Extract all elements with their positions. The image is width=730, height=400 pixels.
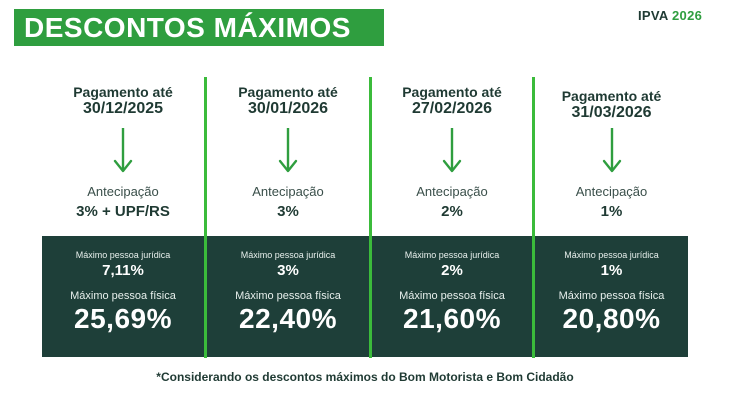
anticipation-value: 3% + UPF/RS (76, 203, 170, 220)
anticipation-label: Antecipação (416, 184, 488, 199)
payment-column: Pagamento até 30/12/2025 Antecipação 3% … (42, 0, 204, 400)
ipva-year: 2026 (672, 8, 703, 23)
ipva-badge: IPVA 2026 (638, 8, 702, 23)
footnote: *Considerando os descontos máximos do Bo… (156, 370, 574, 384)
pj-label: Máximo pessoa jurídica (404, 250, 500, 260)
page-title-banner: DESCONTOS MÁXIMOS (14, 9, 384, 46)
pf-label: Máximo pessoa física (558, 290, 665, 302)
arrow-down-icon (602, 128, 621, 173)
pj-value: 3% (277, 262, 299, 279)
column-divider (532, 77, 535, 358)
arrow-down-icon (442, 128, 462, 173)
pf-value: 20,80% (562, 303, 661, 334)
payment-column: Pagamento até 30/01/2026 Antecipação 3% … (207, 0, 369, 400)
arrow-down-icon (113, 128, 133, 173)
payment-date: 30/12/2025 (82, 100, 164, 117)
pj-label: Máximo pessoa jurídica (240, 250, 336, 260)
payment-date: 30/01/2026 (247, 100, 329, 117)
payment-column: Pagamento até 27/02/2026 Antecipação 2% … (372, 0, 532, 400)
anticipation-label: Antecipação (252, 184, 324, 199)
pf-value: 25,69% (74, 303, 172, 334)
pj-value: 7,11% (102, 262, 144, 279)
payment-date: 31/03/2026 (571, 104, 652, 121)
payment-label: Pagamento até (73, 84, 173, 100)
payment-label: Pagamento até (402, 84, 502, 100)
anticipation-value: 3% (277, 203, 299, 220)
pj-value: 2% (441, 262, 463, 279)
pf-label: Máximo pessoa física (70, 290, 176, 302)
pf-value: 21,60% (403, 303, 501, 334)
column-divider (369, 77, 372, 358)
ipva-label: IPVA (638, 8, 669, 23)
arrow-down-icon (278, 128, 298, 173)
pj-label: Máximo pessoa jurídica (564, 250, 659, 260)
pf-label: Máximo pessoa física (399, 290, 505, 302)
anticipation-label: Antecipação (87, 184, 159, 199)
anticipation-label: Antecipação (575, 184, 648, 199)
page-title: DESCONTOS MÁXIMOS (24, 12, 351, 43)
payment-column: Pagamento até 31/03/2026 Antecipação 1% … (535, 0, 688, 400)
pf-value: 22,40% (239, 303, 337, 334)
anticipation-value: 1% (600, 203, 623, 220)
anticipation-value: 2% (441, 203, 463, 220)
pj-value: 1% (600, 262, 623, 279)
payment-date: 27/02/2026 (411, 100, 493, 117)
payment-label: Pagamento até (561, 88, 662, 104)
pj-label: Máximo pessoa jurídica (75, 250, 171, 260)
pf-label: Máximo pessoa física (235, 290, 341, 302)
discount-band (42, 236, 688, 357)
column-divider (204, 77, 207, 358)
payment-label: Pagamento até (238, 84, 338, 100)
